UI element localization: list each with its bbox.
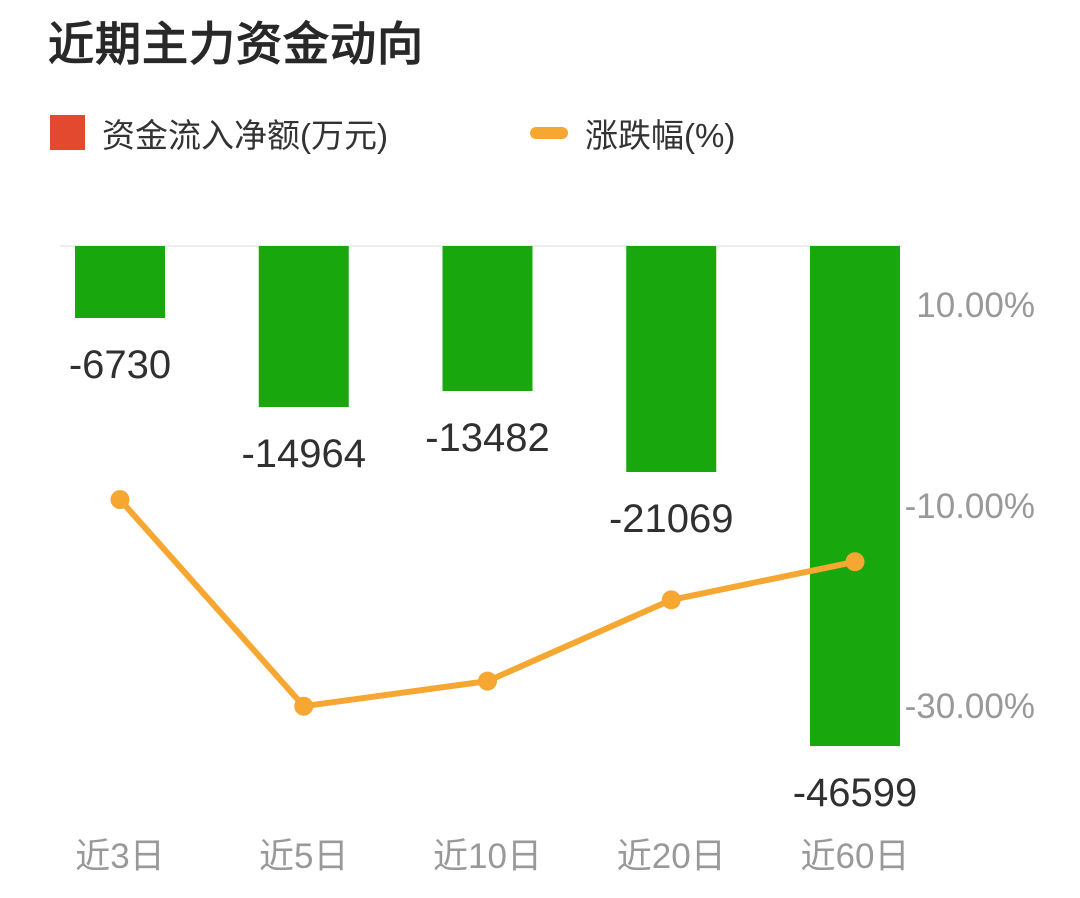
- bar-value-label-recent-5d: -14964: [241, 432, 367, 476]
- x-axis-label-recent-10d: 近10日: [433, 837, 542, 876]
- bar-value-label-recent-10d: -13482: [425, 416, 550, 460]
- legend-label-change-pct: 涨跌幅(%): [585, 116, 736, 154]
- x-axis-label-recent-5d: 近5日: [259, 837, 349, 876]
- line-point-recent-10d[interactable]: [478, 671, 497, 691]
- x-axis-label-recent-20d: 近20日: [616, 837, 726, 876]
- bar-recent-5d[interactable]: [258, 246, 349, 407]
- legend-item-net-inflow: 资金流入净额(万元): [50, 110, 388, 155]
- legend-item-change-pct: 涨跌幅(%): [530, 110, 735, 155]
- y-axis-label--30.00pct: -30.00%: [904, 687, 1035, 727]
- bar-value-label-recent-20d: -21069: [608, 497, 734, 541]
- x-axis-label-recent-60d: 近60日: [800, 837, 910, 876]
- bar-series-swatch-icon: [50, 115, 85, 150]
- page-title: 近期主力资金动向: [48, 18, 424, 70]
- line-point-recent-3d[interactable]: [110, 490, 130, 510]
- bar-recent-20d[interactable]: [626, 246, 717, 472]
- line-series-swatch-icon: [530, 126, 568, 139]
- y-axis-label-10.00pct: 10.00%: [916, 286, 1035, 325]
- bar-recent-10d[interactable]: [442, 246, 533, 391]
- line-point-recent-20d[interactable]: [661, 590, 681, 610]
- x-axis-label-recent-3d: 近3日: [75, 837, 165, 876]
- bar-value-label-recent-3d: -6730: [68, 343, 172, 387]
- bar-value-label-recent-60d: -46599: [792, 771, 918, 815]
- line-point-recent-60d[interactable]: [845, 552, 865, 572]
- bar-recent-3d[interactable]: [75, 246, 165, 318]
- legend: 资金流入净额(万元) 涨跌幅(%): [50, 110, 1030, 155]
- legend-label-net-inflow: 资金流入净额(万元): [102, 116, 388, 154]
- line-point-recent-5d[interactable]: [294, 696, 314, 716]
- bar-recent-60d[interactable]: [810, 246, 900, 746]
- y-axis-label--10.00pct: -10.00%: [904, 486, 1035, 526]
